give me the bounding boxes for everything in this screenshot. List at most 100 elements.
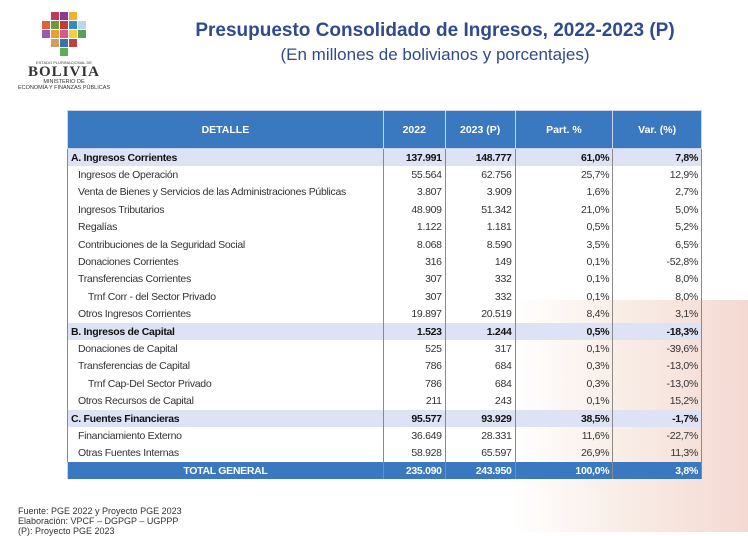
footer-note: (P): Proyecto PGE 2023 [18, 526, 115, 536]
header-part: Part. % [514, 110, 614, 149]
value-2022-cell: 307 [382, 288, 446, 306]
table-row: Ingresos Tributarios 48.909 51.342 21,0% 5,0… [67, 201, 702, 219]
page-subtitle: (En millones de bolivianos y porcentajes… [280, 45, 590, 64]
var-pct-cell: 5,2% [612, 218, 702, 236]
value-2022-cell: 235.090 [382, 462, 446, 480]
table-row: Regalías 1.122 1.181 0,5% 5,2% [67, 218, 702, 236]
value-2023-cell: 332 [444, 288, 516, 306]
part-pct-cell: 61,0% [514, 148, 614, 167]
value-2023-cell: 62.756 [444, 166, 516, 184]
var-pct-cell: 15,2% [612, 392, 702, 410]
detail-cell: Donaciones de Capital [67, 340, 384, 358]
value-2022-cell: 1.122 [382, 218, 446, 236]
revenue-table: DETALLE 2022 2023 (P) Part. % Var. (%) A… [67, 110, 702, 480]
value-2023-cell: 8.590 [444, 235, 516, 254]
table-row: Financiamiento Externo 36.649 28.331 11,6% -… [67, 427, 702, 445]
detail-cell: Trnf Corr - del Sector Privado [67, 288, 384, 306]
detail-cell: A. Ingresos Corrientes [67, 148, 384, 167]
table-row: Donaciones de Capital 525 317 0,1% -39,6% [67, 340, 702, 358]
value-2022-cell: 786 [382, 357, 446, 376]
logo-ministry-line1: MINISTERIO DE [43, 79, 85, 85]
header-2023: 2023 (P) [444, 110, 516, 149]
value-2023-cell: 65.597 [444, 444, 516, 463]
value-2022-cell: 1.523 [382, 322, 446, 341]
value-2022-cell: 36.649 [382, 427, 446, 445]
part-pct-cell: 0,1% [514, 288, 614, 306]
part-pct-cell: 11,6% [514, 427, 614, 445]
footer-elaboration: Elaboración: VPCF – DGPGP – UGPPP [18, 516, 179, 526]
value-2022-cell: 786 [382, 375, 446, 393]
part-pct-cell: 100,0% [514, 462, 614, 480]
detail-cell: Trnf Cap-Del Sector Privado [67, 375, 384, 393]
table-row: Trnf Cap-Del Sector Privado 786 684 0,3% -13… [67, 375, 702, 393]
logo-ministry-line2: ECONOMÍA Y FINANZAS PÚBLICAS [17, 85, 111, 91]
part-pct-cell: 25,7% [514, 166, 614, 184]
var-pct-cell: 6,5% [612, 235, 702, 254]
value-2023-cell: 243.950 [444, 462, 516, 480]
var-pct-cell: 12,9% [612, 166, 702, 184]
var-pct-cell: -13,0% [612, 357, 702, 376]
logo-state-text: ESTADO PLURINACIONAL DE [35, 60, 92, 65]
detail-cell: Venta de Bienes y Servicios de las Admin… [67, 183, 384, 202]
var-pct-cell: -13,0% [612, 375, 702, 393]
value-2022-cell: 95.577 [382, 409, 446, 428]
detail-cell: Ingresos de Operación [67, 166, 384, 184]
detail-cell: Financiamiento Externo [67, 427, 384, 445]
value-2023-cell: 148.777 [444, 148, 516, 167]
part-pct-cell: 0,1% [514, 392, 614, 410]
value-2022-cell: 48.909 [382, 201, 446, 219]
part-pct-cell: 26,9% [514, 444, 614, 463]
footer-source: Fuente: PGE 2022 y Proyecto PGE 2023 [18, 506, 182, 516]
value-2022-cell: 525 [382, 340, 446, 358]
var-pct-cell: 5,0% [612, 201, 702, 219]
ministry-logo: ESTADO PLURINACIONAL DE BOLIVIA MINISTER… [8, 12, 120, 91]
value-2023-cell: 1.244 [444, 322, 516, 341]
var-pct-cell: 11,3% [612, 444, 702, 463]
value-2023-cell: 51.342 [444, 201, 516, 219]
value-2022-cell: 307 [382, 270, 446, 289]
total-row: TOTAL GENERAL 235.090 243.950 100,0% 3,8% [67, 462, 702, 480]
table-row: Otros Recursos de Capital 211 243 0,1% 15,2% [67, 392, 702, 410]
part-pct-cell: 3,5% [514, 235, 614, 254]
value-2022-cell: 8.068 [382, 235, 446, 254]
var-pct-cell: 3,8% [612, 462, 702, 480]
detail-cell: B. Ingresos de Capital [67, 322, 384, 341]
table-row: Contribuciones de la Seguridad Social 8.0… [67, 235, 702, 254]
part-pct-cell: 0,1% [514, 270, 614, 289]
detail-cell: Otras Fuentes Internas [67, 444, 384, 463]
section-row: A. Ingresos Corrientes 137.991 148.777 61,0… [67, 148, 702, 167]
value-2023-cell: 1.181 [444, 218, 516, 236]
chakana-emblem-icon [42, 12, 86, 56]
value-2023-cell: 28.331 [444, 427, 516, 445]
detail-cell: Regalías [67, 218, 384, 236]
value-2023-cell: 317 [444, 340, 516, 358]
detail-cell: Ingresos Tributarios [67, 201, 384, 219]
table-header-row: DETALLE 2022 2023 (P) Part. % Var. (%) [67, 110, 702, 149]
var-pct-cell: 8,0% [612, 288, 702, 306]
part-pct-cell: 0,3% [514, 357, 614, 376]
value-2022-cell: 137.991 [382, 148, 446, 167]
part-pct-cell: 38,5% [514, 409, 614, 428]
table-row: Ingresos de Operación 55.564 62.756 25,7% 12… [67, 166, 702, 184]
part-pct-cell: 21,0% [514, 201, 614, 219]
footer-notes: Fuente: PGE 2022 y Proyecto PGE 2023 Ela… [18, 506, 182, 536]
var-pct-cell: -18,3% [612, 322, 702, 341]
part-pct-cell: 0,1% [514, 253, 614, 271]
part-pct-cell: 8,4% [514, 305, 614, 323]
table-row: Otros Ingresos Corrientes 19.897 20.519 8,4… [67, 305, 702, 323]
value-2023-cell: 149 [444, 253, 516, 271]
var-pct-cell: -1,7% [612, 409, 702, 428]
part-pct-cell: 0,5% [514, 322, 614, 341]
header-var: Var. (%) [612, 110, 702, 149]
var-pct-cell: -22,7% [612, 427, 702, 445]
value-2022-cell: 316 [382, 253, 446, 271]
part-pct-cell: 0,3% [514, 375, 614, 393]
table-row: Otras Fuentes Internas 58.928 65.597 26,9% 1… [67, 444, 702, 463]
detail-cell: Otros Recursos de Capital [67, 392, 384, 410]
part-pct-cell: 0,5% [514, 218, 614, 236]
part-pct-cell: 0,1% [514, 340, 614, 358]
value-2022-cell: 58.928 [382, 444, 446, 463]
value-2023-cell: 93.929 [444, 409, 516, 428]
var-pct-cell: -52,8% [612, 253, 702, 271]
detail-cell: Transferencias de Capital [67, 357, 384, 376]
